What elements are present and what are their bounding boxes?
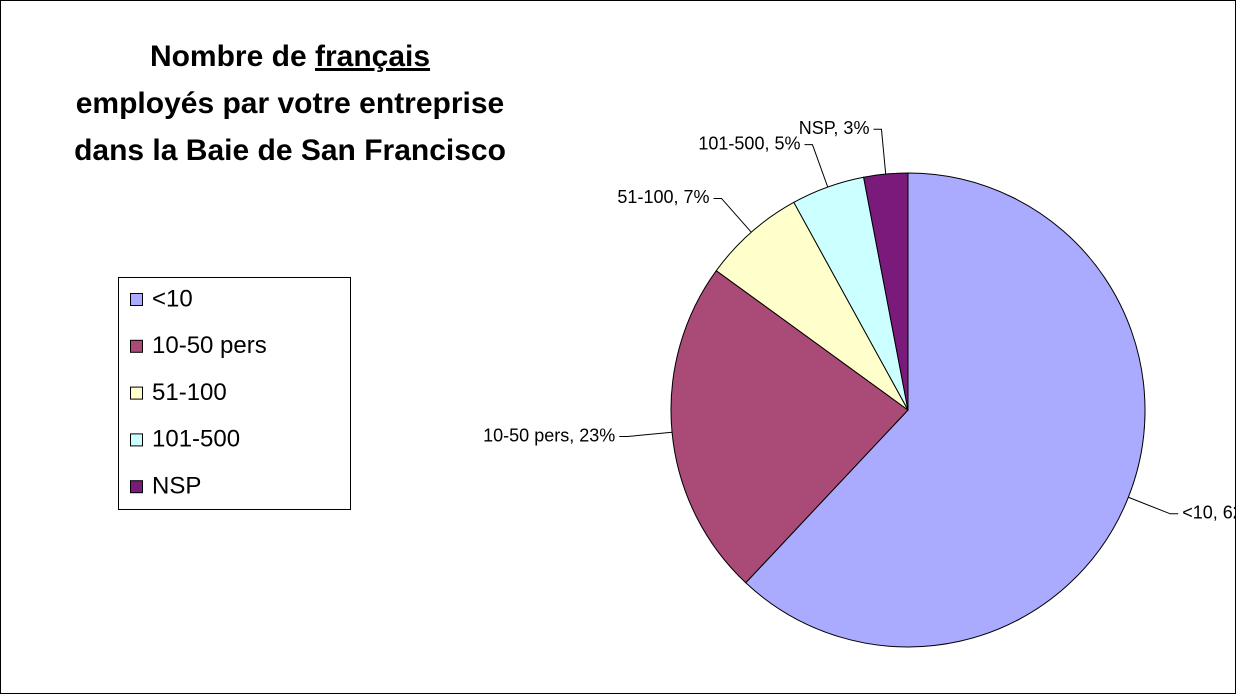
data-label: 10-50 pers, 23% (483, 425, 615, 445)
legend-label: 51-100 (152, 379, 227, 406)
legend-swatch (130, 480, 143, 494)
leader-line (713, 197, 752, 233)
pie-slice (745, 172, 1146, 648)
legend-swatch (130, 293, 143, 306)
data-label: 101-500, 5% (698, 133, 800, 153)
chart-title: employés par votre entreprise (76, 87, 505, 120)
leader-line (619, 431, 673, 438)
leader-line (873, 128, 887, 175)
leader-line (1128, 496, 1179, 515)
legend-swatch (130, 433, 143, 447)
legend-swatch (130, 339, 143, 353)
title-part: employés par votre entreprise (76, 87, 505, 120)
data-label: NSP, 3% (799, 118, 870, 138)
pie-slice (863, 172, 909, 411)
legend-label: 101-500 (152, 426, 240, 453)
legend-label: <10 (152, 285, 193, 312)
pie-slice (670, 269, 909, 584)
title-part: français (315, 40, 430, 73)
legend-label: NSP (152, 473, 201, 500)
pie-slice (715, 201, 909, 411)
chart-title: dans la Baie de San Francisco (74, 134, 506, 167)
title-part: Nombre de (150, 40, 315, 73)
legend-swatch (130, 386, 143, 400)
data-label: 51-100, 7% (617, 187, 709, 207)
legend-label: 10-50 pers (152, 332, 267, 359)
legend-box (118, 277, 351, 510)
data-label: <10, 62% (1182, 503, 1236, 523)
title-part: dans la Baie de San Francisco (74, 134, 506, 167)
leader-line (804, 144, 829, 188)
chart-title: Nombre de français (150, 40, 430, 73)
